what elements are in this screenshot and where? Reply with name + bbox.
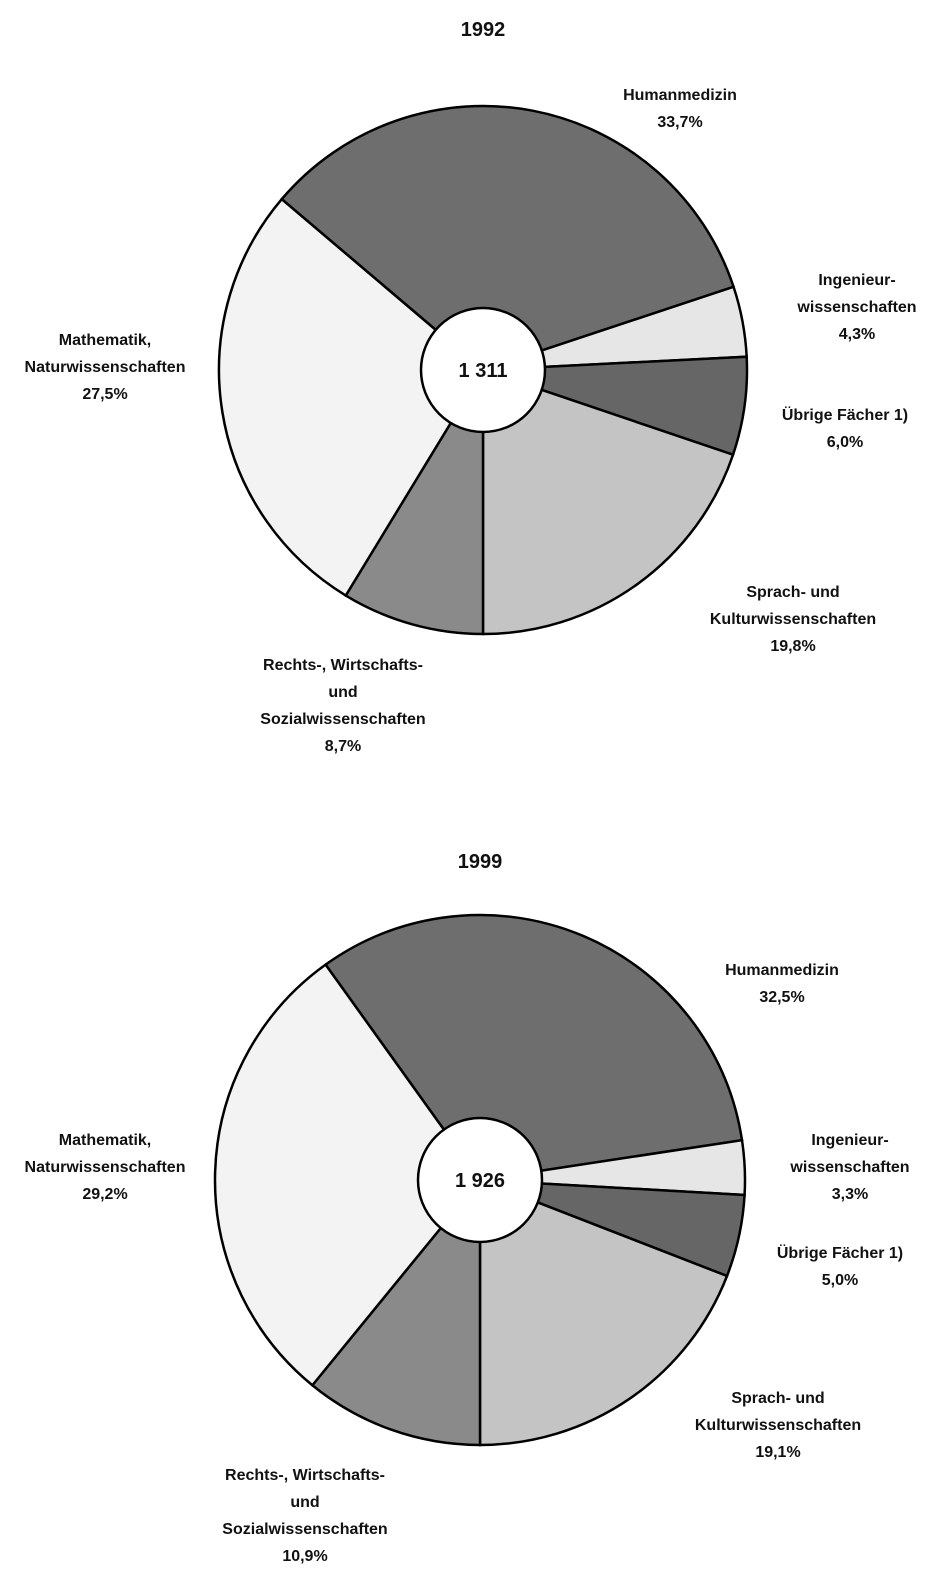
value-label: 19,8% <box>770 638 815 655</box>
value-label: 29,2% <box>82 1186 127 1203</box>
pie-slice <box>279 104 736 372</box>
chart-title: 1999 <box>458 851 503 873</box>
value-label: 8,7% <box>325 738 361 755</box>
value-label: 33,7% <box>657 114 702 131</box>
pie-slice <box>481 368 735 636</box>
value-label: 32,5% <box>759 989 804 1006</box>
slice-label: Humanmedizin <box>623 87 737 104</box>
slice-label: Mathematik, Naturwissenschaften <box>25 332 186 376</box>
pie-slice <box>323 913 744 1182</box>
slice-label: Sprach- und Kulturwissenschaften <box>695 1390 861 1434</box>
pie-slice <box>213 962 482 1387</box>
pie-slice <box>478 1178 729 1447</box>
slice-label: Rechts-, Wirtschafts-und Sozialwissenscha… <box>260 657 425 728</box>
center-hole <box>419 306 547 434</box>
slice-label: Sprach- und Kulturwissenschaften <box>710 584 876 628</box>
pie-slice <box>310 1176 482 1447</box>
value-label: 3,3% <box>832 1186 868 1203</box>
slice-label: Ingenieur-wissenschaften <box>796 272 916 316</box>
value-label: 27,5% <box>82 386 127 403</box>
center-hole <box>416 1116 544 1244</box>
center-label: 1 311 <box>459 360 508 382</box>
pie-slice <box>344 365 485 636</box>
value-label: 10,9% <box>282 1548 327 1565</box>
value-label: 4,3% <box>839 326 875 343</box>
slice-label: Mathematik, Naturwissenschaften <box>25 1132 186 1176</box>
value-label: 6,0% <box>827 434 863 451</box>
pie-slice <box>217 197 485 598</box>
slice-label: Übrige Fächer 1) <box>777 1243 903 1262</box>
slice-label: Ingenieur-wissenschaften <box>789 1132 909 1176</box>
value-label: 19,1% <box>755 1444 800 1461</box>
chart-title: 1992 <box>461 19 506 41</box>
slice-label: Humanmedizin <box>725 962 839 979</box>
slice-label: Übrige Fächer 1) <box>782 405 908 424</box>
slice-label: Rechts-, Wirtschafts-und Sozialwissenscha… <box>222 1467 387 1538</box>
value-label: 5,0% <box>822 1272 858 1289</box>
center-label: 1 926 <box>455 1170 505 1192</box>
